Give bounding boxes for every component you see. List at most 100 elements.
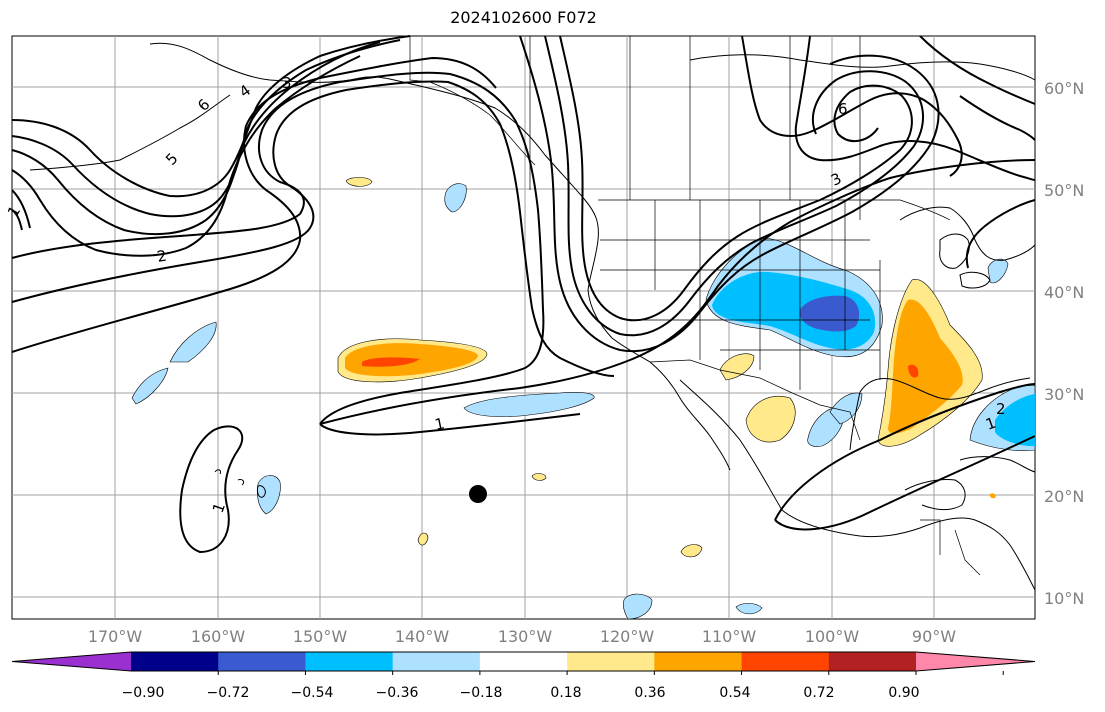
coast-canada-east	[899, 206, 1036, 261]
lat-label: 10°N	[1044, 589, 1084, 608]
colorbar	[11, 651, 1036, 675]
border-alaska-canada	[409, 36, 536, 166]
coastlines	[29, 42, 1036, 591]
shade-positive-patch-7	[989, 493, 996, 499]
colorbar-swatch	[741, 652, 830, 671]
contour-ne-f	[919, 35, 1036, 141]
colorbar-tick-labels: −0.90 −0.72 −0.54 −0.36 −0.18 0.18 0.36 …	[122, 685, 920, 701]
colorbar-tick-label: −0.72	[207, 685, 250, 701]
contour-west-1	[11, 35, 411, 198]
contour-ne-c	[519, 35, 940, 353]
shade-negative-patch-9	[622, 593, 653, 620]
colorbar-tick-label: 0.54	[719, 685, 750, 701]
lon-label: 120°W	[600, 627, 655, 646]
shade-negative-se-mid	[995, 394, 1035, 447]
lat-label: 30°N	[1044, 385, 1084, 404]
lat-label: 60°N	[1044, 79, 1084, 98]
shade-negative-patch-5	[256, 475, 281, 515]
colorbar-extend-min	[12, 652, 131, 671]
colorbar-swatch	[654, 652, 743, 671]
border-canada-prov	[529, 36, 861, 220]
lon-label: 170°W	[88, 627, 143, 646]
lon-label: 90°W	[912, 627, 956, 646]
contours	[11, 35, 1036, 554]
shade-positive-patch-2	[531, 473, 547, 481]
shade-positive-patch-1	[345, 177, 373, 187]
shade-negative-rockies-core	[799, 295, 860, 332]
border-us-mexico	[649, 359, 861, 441]
lon-label: 150°W	[293, 627, 348, 646]
shade-negative-patch-2	[169, 321, 217, 363]
shade-positive-patch-6	[745, 396, 796, 443]
colorbar-tick-label: 0.36	[634, 685, 665, 701]
coast-hawaii	[214, 469, 266, 498]
shade-positive-patch-5	[719, 353, 755, 381]
shade-negative-patch-8	[987, 258, 1009, 284]
contour-pacific-2	[11, 71, 545, 425]
contour-ne-d	[741, 35, 963, 177]
border-us-canada	[598, 199, 951, 221]
colorbar-swatch	[131, 652, 219, 671]
lon-label: 130°W	[498, 627, 553, 646]
contour-west-5	[11, 189, 31, 231]
shade-positive-patch-3	[417, 532, 429, 546]
colorbar-outline	[11, 651, 1036, 672]
colorbar-swatch	[305, 652, 394, 671]
colorbar-tick-label: 0.18	[550, 685, 581, 701]
coast-mexico-west	[679, 379, 1036, 591]
lon-label: 140°W	[395, 627, 450, 646]
shade-negative-patch-1	[444, 183, 467, 213]
shade-negative-patch-7	[829, 392, 863, 425]
contour-ne-e	[794, 35, 1036, 181]
colorbar-swatch	[567, 652, 655, 671]
shade-negative-patch-4	[463, 392, 595, 418]
contour-pacific-3	[11, 80, 615, 377]
colorbar-tick-label: −0.54	[291, 685, 334, 701]
colorbar-swatch	[218, 652, 306, 671]
coast-canada-north	[689, 54, 1036, 81]
contour-ne-g	[965, 199, 1036, 269]
lon-label: 110°W	[702, 627, 757, 646]
coast-gulf	[849, 377, 1031, 451]
contour-west-3	[11, 41, 381, 236]
lat-label: 40°N	[1044, 283, 1084, 302]
contour-ne-b	[544, 35, 925, 337]
coast-aleutians	[29, 94, 231, 171]
shade-negative-patch-10	[735, 603, 763, 615]
coast-alaska	[149, 42, 651, 363]
coast-yucatan	[904, 479, 966, 510]
contour-west-4	[11, 55, 361, 257]
lon-label: 160°W	[191, 627, 246, 646]
location-marker	[469, 485, 487, 503]
contour-label: 2	[996, 400, 1006, 418]
contour-label: 3	[282, 74, 292, 92]
colorbar-tick-label: −0.36	[376, 685, 419, 701]
latitude-labels: 60°N 50°N 40°N 30°N 20°N 10°N	[1044, 79, 1084, 608]
border-central-america	[920, 519, 981, 576]
shade-positive-pacific-core	[362, 357, 420, 367]
shade-negative-patch-3	[131, 367, 169, 405]
contour-pacific-4	[11, 56, 497, 353]
lat-label: 50°N	[1044, 181, 1084, 200]
coast-cuba	[959, 456, 1036, 473]
lon-label: 100°W	[805, 627, 860, 646]
colorbar-extend-max	[916, 652, 1035, 671]
lat-label: 20°N	[1044, 487, 1084, 506]
contour-1-hawaii	[179, 425, 244, 554]
shade-positive-patch-4	[680, 544, 703, 558]
map-title: 2024102600 F072	[450, 8, 597, 27]
colorbar-tick-label: 0.72	[803, 685, 834, 701]
contour-1-outer	[319, 413, 581, 436]
colorbar-tick-label: 0.90	[888, 685, 919, 701]
contour-label: 2	[156, 247, 169, 266]
colorbar-swatch	[828, 652, 917, 671]
colorbar-swatch	[479, 652, 568, 671]
contour-west-2	[11, 39, 401, 218]
shade-positive-gulf-mid	[888, 299, 963, 434]
contour-1-main	[319, 159, 1036, 425]
border-states-1	[654, 200, 881, 390]
colorbar-tick-label: −0.18	[460, 685, 503, 701]
coast-baja	[649, 361, 731, 471]
contour-label: 1	[433, 414, 446, 434]
